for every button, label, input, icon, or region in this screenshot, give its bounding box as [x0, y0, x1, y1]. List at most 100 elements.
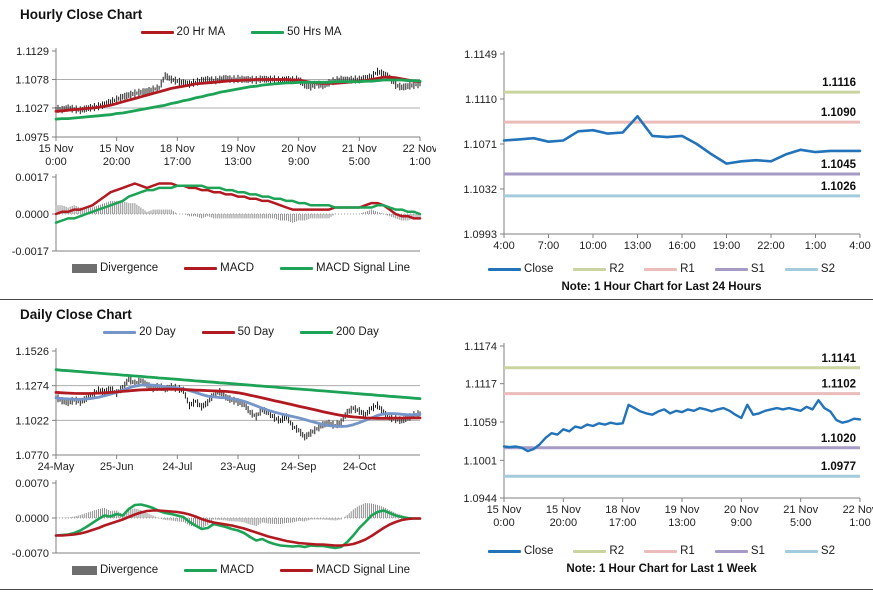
legend-swatch-divergence — [71, 263, 97, 273]
x-tick-label2: 1:00 — [409, 156, 430, 168]
legend-swatch-r2 — [573, 267, 607, 271]
daily-section-title: Daily Close Chart — [20, 307, 132, 322]
x-tick-label: 24-May — [38, 461, 75, 473]
legend-swatch-r2 — [573, 549, 607, 553]
hourly-section: Hourly Close Chart 20 Hr MA 50 Hrs MA 1.1… — [0, 0, 873, 299]
daily-macd-legend: Divergence MACD MACD Signal Line — [0, 561, 436, 579]
200-day-line — [54, 368, 422, 400]
legend-swatch-close — [488, 549, 522, 553]
legend-swatch-50-hrs-ma — [251, 30, 285, 34]
hourly-pivot-legend: Close R2 R1 S1 S2 — [436, 260, 873, 278]
y-tick-label: 1.1078 — [15, 74, 49, 86]
x-tick-label: 20 Nov — [724, 504, 759, 516]
y-tick-label: 1.1059 — [463, 417, 497, 429]
legend-swatch-macd — [184, 568, 218, 572]
legend-swatch-r1 — [644, 549, 678, 553]
legend-swatch-close — [488, 267, 522, 271]
hourly-macd-svg: 0.0017 0.0000 -0.0017 — [12, 172, 422, 258]
level-value-r2: 1.1116 — [822, 77, 856, 89]
x-tick-label2: 1:00 — [849, 517, 870, 529]
daily-left-column: Daily Close Chart 20 Day 50 Day 200 Day 1.… — [0, 300, 436, 589]
candlesticks — [55, 376, 421, 441]
x-tick-label2: 20:00 — [550, 517, 578, 529]
y-tick-label: 1.1027 — [15, 103, 49, 115]
legend-label: S2 — [820, 545, 835, 557]
daily-macd-svg: 0.0070 0.0000 -0.0070 — [12, 478, 422, 560]
legend-item-close: Close — [488, 263, 553, 275]
legend-swatch-macd-signal-line — [280, 266, 314, 270]
hourly-pivot-note: Note: 1 Hour Chart for Last 24 Hours — [561, 281, 762, 293]
legend-item-divergence: Divergence — [71, 564, 158, 576]
legend-item-r1: R1 — [644, 545, 695, 557]
section-divider-1 — [0, 299, 873, 300]
daily-macd-chart: 0.0070 0.0000 -0.0070 — [0, 477, 436, 561]
legend-item-r1: R1 — [644, 263, 695, 275]
x-tick-label: 19:00 — [713, 240, 741, 252]
macd-signal-line-line — [54, 184, 422, 224]
x-tick-label: 19 Nov — [665, 504, 700, 516]
legend-item-macd-signal-line: MACD Signal Line — [280, 262, 410, 274]
x-tick-label: 21 Nov — [783, 504, 818, 516]
legend-item-200-day: 200 Day — [300, 326, 379, 338]
legend-swatch-20-day — [103, 330, 137, 334]
level-value-r1: 1.1102 — [821, 379, 856, 391]
legend-label: 200 Day — [336, 326, 379, 338]
y-tick-label: 1.1526 — [15, 346, 49, 358]
y-tick-label: -0.0070 — [12, 548, 49, 560]
close-line — [502, 115, 862, 165]
legend-swatch-s1 — [714, 549, 748, 553]
x-tick-label: 10:00 — [579, 240, 607, 252]
hourly-pivot-chart: 1.1149 1.1110 1.1071 1.1032 1.0993 4:00 7:00 10… — [436, 42, 873, 258]
y-tick-label: 1.1117 — [465, 379, 497, 391]
hourly-left-column: Hourly Close Chart 20 Hr MA 50 Hrs MA 1.1… — [0, 0, 438, 299]
x-tick-label2: 0:00 — [493, 517, 514, 529]
level-value-r1: 1.1090 — [821, 107, 856, 119]
legend-item-s2: S2 — [784, 263, 835, 275]
divergence-bars — [57, 503, 413, 528]
macd-line — [54, 503, 422, 550]
x-tick-label: 13:00 — [624, 240, 652, 252]
legend-item-20-day: 20 Day — [103, 326, 176, 338]
50-hrs-ma-line — [54, 78, 422, 121]
legend-label: S2 — [820, 263, 835, 275]
legend-item-s1: S1 — [714, 263, 765, 275]
x-tick-label: 20 Nov — [281, 143, 316, 155]
x-tick-label: 22 Nov — [403, 143, 436, 155]
y-tick-label: 1.1032 — [463, 184, 497, 196]
hourly-section-title: Hourly Close Chart — [20, 7, 143, 22]
level-value-r2: 1.1141 — [821, 353, 856, 365]
hourly-price-legend: 20 Hr MA 50 Hrs MA — [0, 23, 436, 41]
y-tick-label: 1.1274 — [15, 381, 49, 393]
legend-item-close: Close — [488, 545, 553, 557]
x-tick-label: 18 Nov — [605, 504, 640, 516]
y-tick-label: 1.1001 — [463, 455, 497, 467]
hourly-right-column: 1.1149 1.1110 1.1071 1.1032 1.0993 4:00 7:00 10… — [436, 0, 873, 299]
legend-swatch-20-hr-ma — [140, 30, 174, 34]
legend-label: R1 — [680, 545, 695, 557]
x-tick-label: 15 Nov — [487, 504, 522, 516]
legend-item-divergence: Divergence — [71, 262, 159, 274]
x-tick-label2: 13:00 — [224, 156, 252, 168]
legend-label: Close — [524, 545, 554, 557]
daily-right-column: 1.1174 1.1117 1.1059 1.1001 1.0944 15 Nov 0:00… — [436, 300, 873, 589]
hourly-macd-chart: 0.0017 0.0000 -0.0017 — [0, 169, 436, 259]
x-tick-label: 15 Nov — [39, 143, 74, 155]
legend-swatch-200-day — [300, 330, 334, 334]
legend-label: Divergence — [99, 262, 159, 274]
legend-swatch-divergence — [71, 565, 97, 575]
legend-swatch-50-day — [201, 330, 235, 334]
x-tick-label: 22 Nov — [843, 504, 873, 516]
x-tick-label2: 5:00 — [349, 156, 370, 168]
legend-swatch-macd-signal-line — [280, 568, 314, 572]
y-tick-label: 1.0975 — [15, 132, 49, 144]
x-tick-label: 1:00 — [805, 240, 826, 252]
legend-item-s2: S2 — [784, 545, 835, 557]
y-tick-label: 1.1149 — [464, 49, 497, 61]
x-tick-label: 22:00 — [757, 240, 785, 252]
daily-section: Daily Close Chart 20 Day 50 Day 200 Day 1.… — [0, 300, 873, 589]
legend-item-20-hr-ma: 20 Hr MA — [140, 26, 225, 38]
x-tick-label2: 17:00 — [164, 156, 192, 168]
level-value-s1: 1.1020 — [821, 433, 856, 445]
